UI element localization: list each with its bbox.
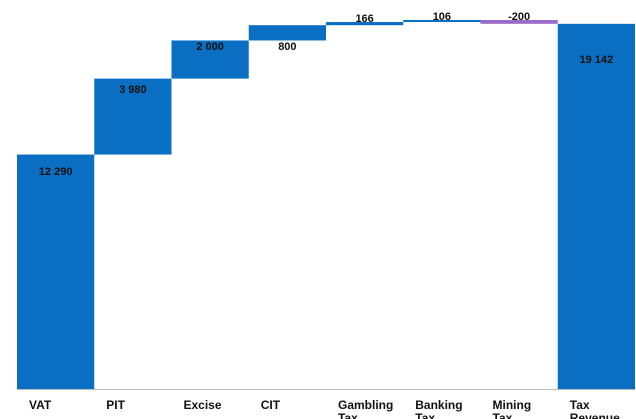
data-label-6: -200 [508, 11, 530, 23]
category-label-line: Tax [493, 411, 513, 419]
data-label-3: 800 [278, 41, 296, 53]
category-label-5: Banking Tax [415, 398, 462, 419]
category-label-7: Tax Revenue [570, 398, 620, 419]
category-label-line: Tax [570, 398, 590, 412]
bar-7 [557, 23, 635, 390]
bar-3 [248, 25, 326, 41]
category-label-line: Gambling [338, 398, 393, 412]
category-label-1: PIT [106, 398, 125, 412]
data-label-5: 106 [433, 11, 451, 23]
category-label-line: Banking [415, 398, 462, 412]
bars-group [17, 20, 635, 390]
data-labels-group: 12 290 3 980 2 000 800 166 106 -200 19 142 [39, 11, 613, 178]
category-label-line: CIT [261, 398, 281, 412]
category-label-4: Gambling Tax [338, 398, 393, 419]
category-label-line: Excise [184, 398, 222, 412]
bar-5 [403, 20, 481, 23]
data-label-4: 166 [355, 13, 373, 25]
category-label-6: Mining Tax [493, 398, 532, 419]
category-label-line: Tax [415, 411, 435, 419]
category-label-line: VAT [29, 398, 52, 412]
data-label-2: 2 000 [196, 41, 224, 53]
category-label-line: Mining [493, 398, 532, 412]
category-label-line: PIT [106, 398, 125, 412]
bar-1 [94, 78, 172, 155]
category-label-2: Excise [184, 398, 222, 412]
bar-4 [326, 22, 404, 26]
bar-0 [17, 154, 95, 389]
data-label-7: 19 142 [580, 54, 614, 66]
bar-2 [171, 40, 249, 79]
data-label-0: 12 290 [39, 166, 73, 178]
category-label-line: Revenue [570, 411, 620, 419]
data-label-1: 3 980 [119, 84, 147, 96]
bar-6 [480, 20, 558, 24]
category-label-3: CIT [261, 398, 281, 412]
category-label-0: VAT [29, 398, 52, 412]
category-label-line: Tax [338, 411, 358, 419]
